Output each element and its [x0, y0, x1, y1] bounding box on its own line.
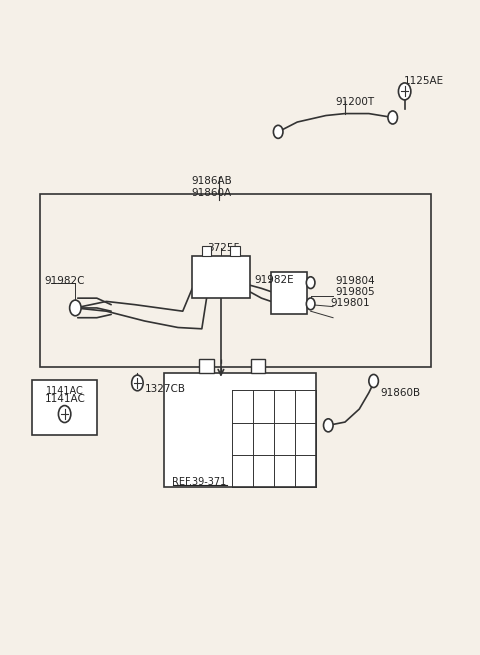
- Circle shape: [398, 83, 411, 100]
- Bar: [199, 359, 214, 373]
- Bar: [230, 246, 240, 255]
- Text: 91200T: 91200T: [336, 98, 374, 107]
- Text: REF.39-371: REF.39-371: [172, 477, 227, 487]
- Circle shape: [59, 405, 71, 422]
- Circle shape: [388, 111, 397, 124]
- Bar: [202, 246, 211, 255]
- Text: 1125AE: 1125AE: [404, 76, 444, 86]
- Bar: [39, 194, 431, 367]
- Text: 1141AC: 1141AC: [44, 394, 85, 404]
- Text: 919804: 919804: [336, 276, 375, 286]
- Bar: [271, 272, 307, 314]
- Circle shape: [274, 125, 283, 138]
- Text: 37255: 37255: [207, 243, 240, 253]
- Circle shape: [306, 277, 315, 289]
- Text: 919801: 919801: [331, 298, 370, 308]
- Text: 1327CB: 1327CB: [144, 384, 186, 394]
- Text: 1141AC: 1141AC: [46, 386, 84, 396]
- Bar: [164, 373, 316, 487]
- Text: 9186AB: 9186AB: [192, 176, 232, 187]
- Circle shape: [306, 298, 315, 310]
- Text: 91982E: 91982E: [254, 275, 294, 285]
- Text: 91860B: 91860B: [381, 388, 421, 398]
- Circle shape: [70, 300, 81, 316]
- Bar: [251, 359, 265, 373]
- Text: 919805: 919805: [336, 287, 375, 297]
- Text: 91982C: 91982C: [44, 276, 85, 286]
- Circle shape: [324, 419, 333, 432]
- Circle shape: [132, 375, 143, 391]
- Bar: [192, 255, 250, 298]
- Bar: [33, 380, 97, 435]
- Text: 91860A: 91860A: [192, 188, 231, 198]
- Circle shape: [369, 375, 378, 388]
